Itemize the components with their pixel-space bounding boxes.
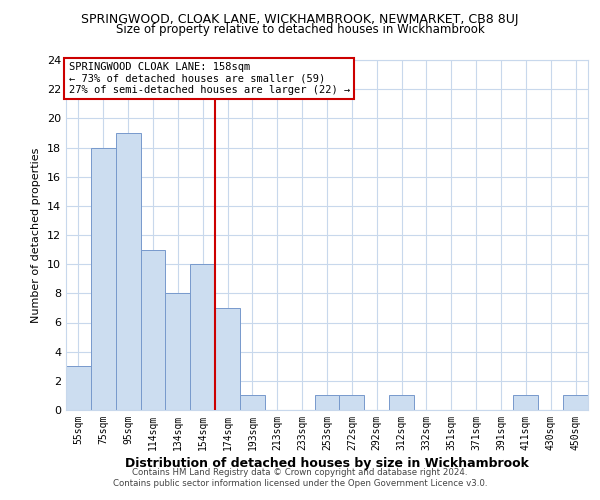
Bar	[563, 396, 588, 410]
Text: SPRINGWOOD, CLOAK LANE, WICKHAMBROOK, NEWMARKET, CB8 8UJ: SPRINGWOOD, CLOAK LANE, WICKHAMBROOK, NE…	[81, 12, 519, 26]
Bar	[140, 250, 166, 410]
Y-axis label: Number of detached properties: Number of detached properties	[31, 148, 41, 322]
Bar	[66, 366, 91, 410]
Text: Contains HM Land Registry data © Crown copyright and database right 2024.
Contai: Contains HM Land Registry data © Crown c…	[113, 468, 487, 487]
Bar	[116, 133, 140, 410]
Bar	[389, 396, 414, 410]
Bar	[340, 396, 364, 410]
Bar	[91, 148, 116, 410]
Bar	[190, 264, 215, 410]
Text: SPRINGWOOD CLOAK LANE: 158sqm
← 73% of detached houses are smaller (59)
27% of s: SPRINGWOOD CLOAK LANE: 158sqm ← 73% of d…	[68, 62, 350, 95]
Text: Size of property relative to detached houses in Wickhambrook: Size of property relative to detached ho…	[116, 22, 484, 36]
Bar	[240, 396, 265, 410]
X-axis label: Distribution of detached houses by size in Wickhambrook: Distribution of detached houses by size …	[125, 457, 529, 470]
Bar	[314, 396, 340, 410]
Bar	[166, 294, 190, 410]
Bar	[215, 308, 240, 410]
Bar	[514, 396, 538, 410]
